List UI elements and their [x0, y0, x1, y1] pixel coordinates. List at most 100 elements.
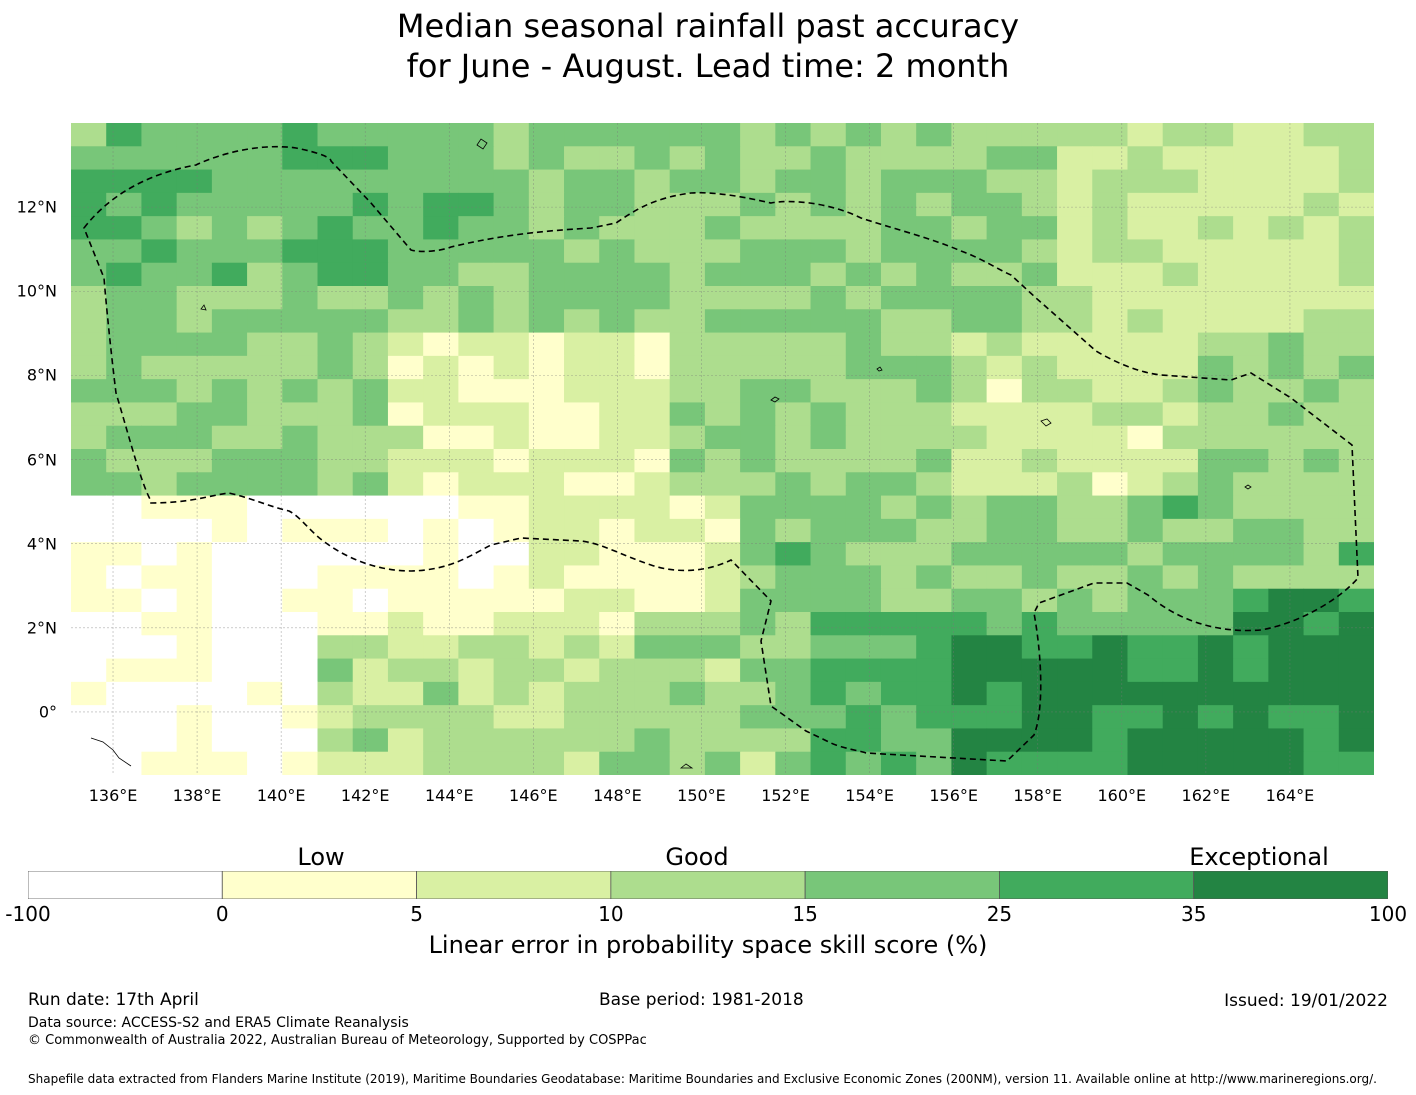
skill-cell	[282, 216, 319, 240]
skill-cell	[1021, 123, 1058, 147]
skill-cell	[247, 262, 283, 287]
skill-cell	[1162, 192, 1199, 217]
skill-cell	[247, 495, 283, 520]
skill-cell	[1127, 216, 1164, 240]
skill-cell	[1057, 449, 1093, 473]
skill-cell	[317, 262, 354, 287]
skill-cell	[1303, 449, 1340, 473]
skill-cell	[211, 192, 248, 217]
skill-cell	[1197, 146, 1234, 171]
skill-cell	[458, 588, 495, 613]
skill-cell	[1021, 332, 1058, 357]
skill-cell	[493, 565, 530, 590]
skill-cell	[106, 542, 142, 566]
skill-cell	[1092, 518, 1128, 543]
skill-cell	[810, 192, 847, 217]
skill-cell	[880, 402, 917, 427]
skill-cell	[634, 332, 671, 357]
skill-cell	[1338, 612, 1374, 636]
skill-cell	[669, 612, 706, 636]
skill-cell	[71, 169, 107, 194]
skill-cell	[1127, 751, 1164, 775]
skill-cell	[282, 449, 319, 473]
skill-cell	[528, 449, 565, 473]
skill-cell	[1268, 355, 1305, 380]
skill-cell	[951, 355, 988, 380]
skill-cell	[106, 146, 142, 171]
skill-cell	[458, 402, 495, 427]
skill-cell	[458, 123, 495, 147]
skill-cell	[317, 705, 354, 729]
skill-cell	[211, 355, 248, 380]
skill-cell	[1092, 751, 1128, 775]
skill-cell	[1197, 355, 1234, 380]
skill-cell	[951, 449, 988, 473]
skill-cell	[634, 262, 671, 287]
skill-cell	[317, 635, 354, 660]
skill-cell	[669, 239, 706, 264]
skill-cell	[775, 705, 812, 729]
skill-cell	[1268, 449, 1305, 473]
skill-cell	[528, 355, 565, 380]
skill-cell	[1303, 728, 1340, 753]
skill-cell	[1127, 518, 1164, 543]
skill-cell	[423, 286, 459, 310]
skill-cell	[1197, 309, 1234, 334]
skill-cell	[916, 192, 952, 217]
skill-cell	[317, 518, 354, 543]
run-date: Run date: 17th April	[28, 990, 199, 1010]
skill-cell	[599, 728, 635, 753]
skill-cell	[1303, 588, 1340, 613]
skill-cell	[810, 495, 847, 520]
lat-tick-label: 2°N	[26, 618, 57, 638]
skill-cell	[599, 658, 635, 683]
skill-cell	[880, 309, 917, 334]
skill-cell	[387, 123, 424, 147]
skill-cell	[71, 751, 107, 775]
skill-cell	[1057, 192, 1093, 217]
skill-cell	[1162, 355, 1199, 380]
skill-cell	[1338, 332, 1374, 357]
skill-cell	[387, 588, 424, 613]
skill-cell	[564, 705, 600, 729]
skill-cell	[1268, 472, 1305, 497]
skill-cell	[1162, 425, 1199, 450]
skill-cell	[986, 472, 1023, 497]
skill-cell	[1021, 518, 1058, 543]
skill-score-grid	[71, 123, 1374, 775]
skill-cell	[1057, 705, 1093, 729]
skill-cell	[1197, 262, 1234, 287]
skill-cell	[141, 472, 178, 497]
skill-cell	[669, 425, 706, 450]
skill-cell	[916, 402, 952, 427]
skill-cell	[880, 169, 917, 194]
skill-cell	[1233, 635, 1269, 660]
skill-cell	[211, 705, 248, 729]
skill-cell	[1338, 309, 1374, 334]
skill-cell	[704, 681, 741, 706]
colorbar-tick-label: 25	[986, 902, 1013, 926]
colorbar-tick-label: -100	[5, 902, 51, 926]
skill-cell	[810, 449, 847, 473]
skill-cell	[1057, 286, 1093, 310]
skill-cell	[1233, 472, 1269, 497]
skill-cell	[317, 588, 354, 613]
skill-cell	[1303, 309, 1340, 334]
skill-cell	[1057, 728, 1093, 753]
skill-cell	[634, 309, 671, 334]
skill-cell	[599, 495, 635, 520]
skill-cell	[247, 123, 283, 147]
skill-cell	[1268, 588, 1305, 613]
skill-cell	[1303, 146, 1340, 171]
skill-cell	[247, 472, 283, 497]
skill-cell	[176, 262, 213, 287]
skill-cell	[141, 542, 178, 566]
skill-cell	[1303, 612, 1340, 636]
skill-cell	[1162, 332, 1199, 357]
skill-cell	[986, 355, 1023, 380]
skill-cell	[1303, 565, 1340, 590]
skill-cell	[352, 332, 389, 357]
skill-cell	[599, 518, 635, 543]
skill-cell	[669, 379, 706, 403]
skill-cell	[1127, 612, 1164, 636]
